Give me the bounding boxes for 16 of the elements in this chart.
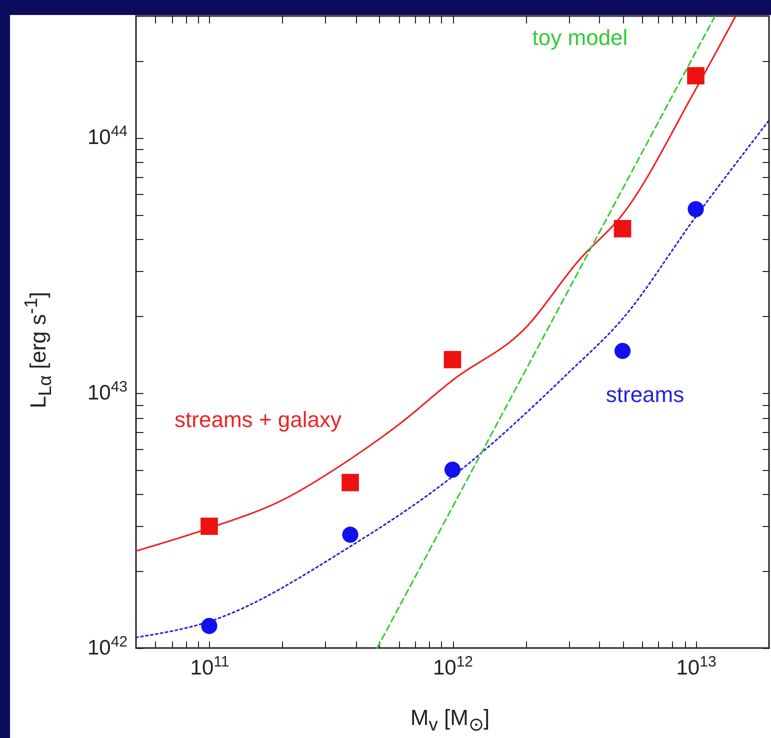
x-tick-label: 10$^{13}$ xyxy=(676,653,716,680)
point xyxy=(444,462,461,478)
y-tick-label: 10$^{42}$ xyxy=(87,633,128,660)
point xyxy=(200,518,218,535)
annotation: streams xyxy=(606,382,684,408)
annotation: toy model xyxy=(532,25,628,51)
point xyxy=(201,618,218,634)
point xyxy=(444,350,462,368)
y-tick-label: 10$^{44}$ xyxy=(87,122,128,150)
x-tick-label: 10$^{11}$ xyxy=(190,653,230,680)
annotation: streams + galaxy xyxy=(174,407,342,433)
x-tick-label: 10$^{12}$ xyxy=(432,653,474,680)
point xyxy=(688,201,704,218)
y-tick-label: 10$^{43}$ xyxy=(87,378,128,404)
x-axis-title: M$_{v}$ [M$_{⊙}$] xyxy=(410,705,490,736)
point xyxy=(687,67,704,84)
